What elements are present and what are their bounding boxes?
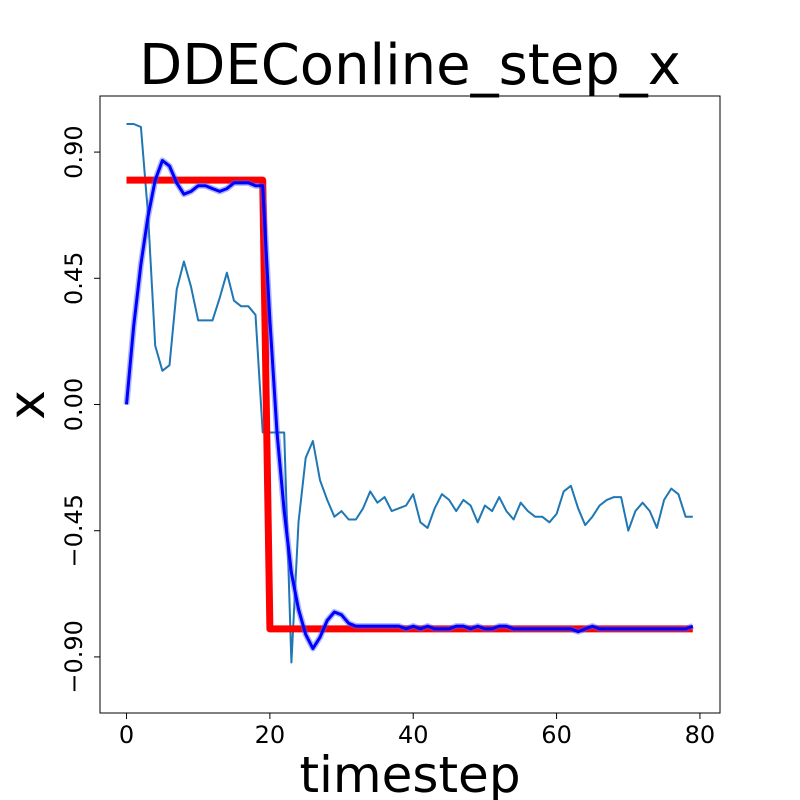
x-tick-label: 40	[398, 721, 429, 749]
series-layer	[123, 123, 694, 664]
y-tick-label: −0.90	[60, 620, 88, 694]
y-tick-label: 0.45	[60, 252, 88, 305]
y-tick-label: 0.90	[60, 125, 88, 178]
x-tick-label: 20	[255, 721, 286, 749]
x-tick-label: 80	[685, 721, 716, 749]
chart-title: DDEConline_step_x	[139, 33, 681, 98]
x-axis: 0 20 40 60 80	[119, 713, 715, 749]
series-noisy-line	[126, 123, 693, 664]
y-tick-label: −0.45	[60, 494, 88, 568]
x-axis-label: timestep	[299, 746, 520, 800]
series-estimate-line	[125, 159, 694, 650]
y-axis-label: x	[0, 390, 56, 420]
x-tick-label: 0	[119, 721, 134, 749]
x-tick-label: 60	[541, 721, 572, 749]
y-axis: 0.90 0.45 0.00 −0.45 −0.90	[60, 125, 100, 694]
plot-area	[99, 95, 721, 714]
y-tick-label: 0.00	[60, 378, 88, 431]
